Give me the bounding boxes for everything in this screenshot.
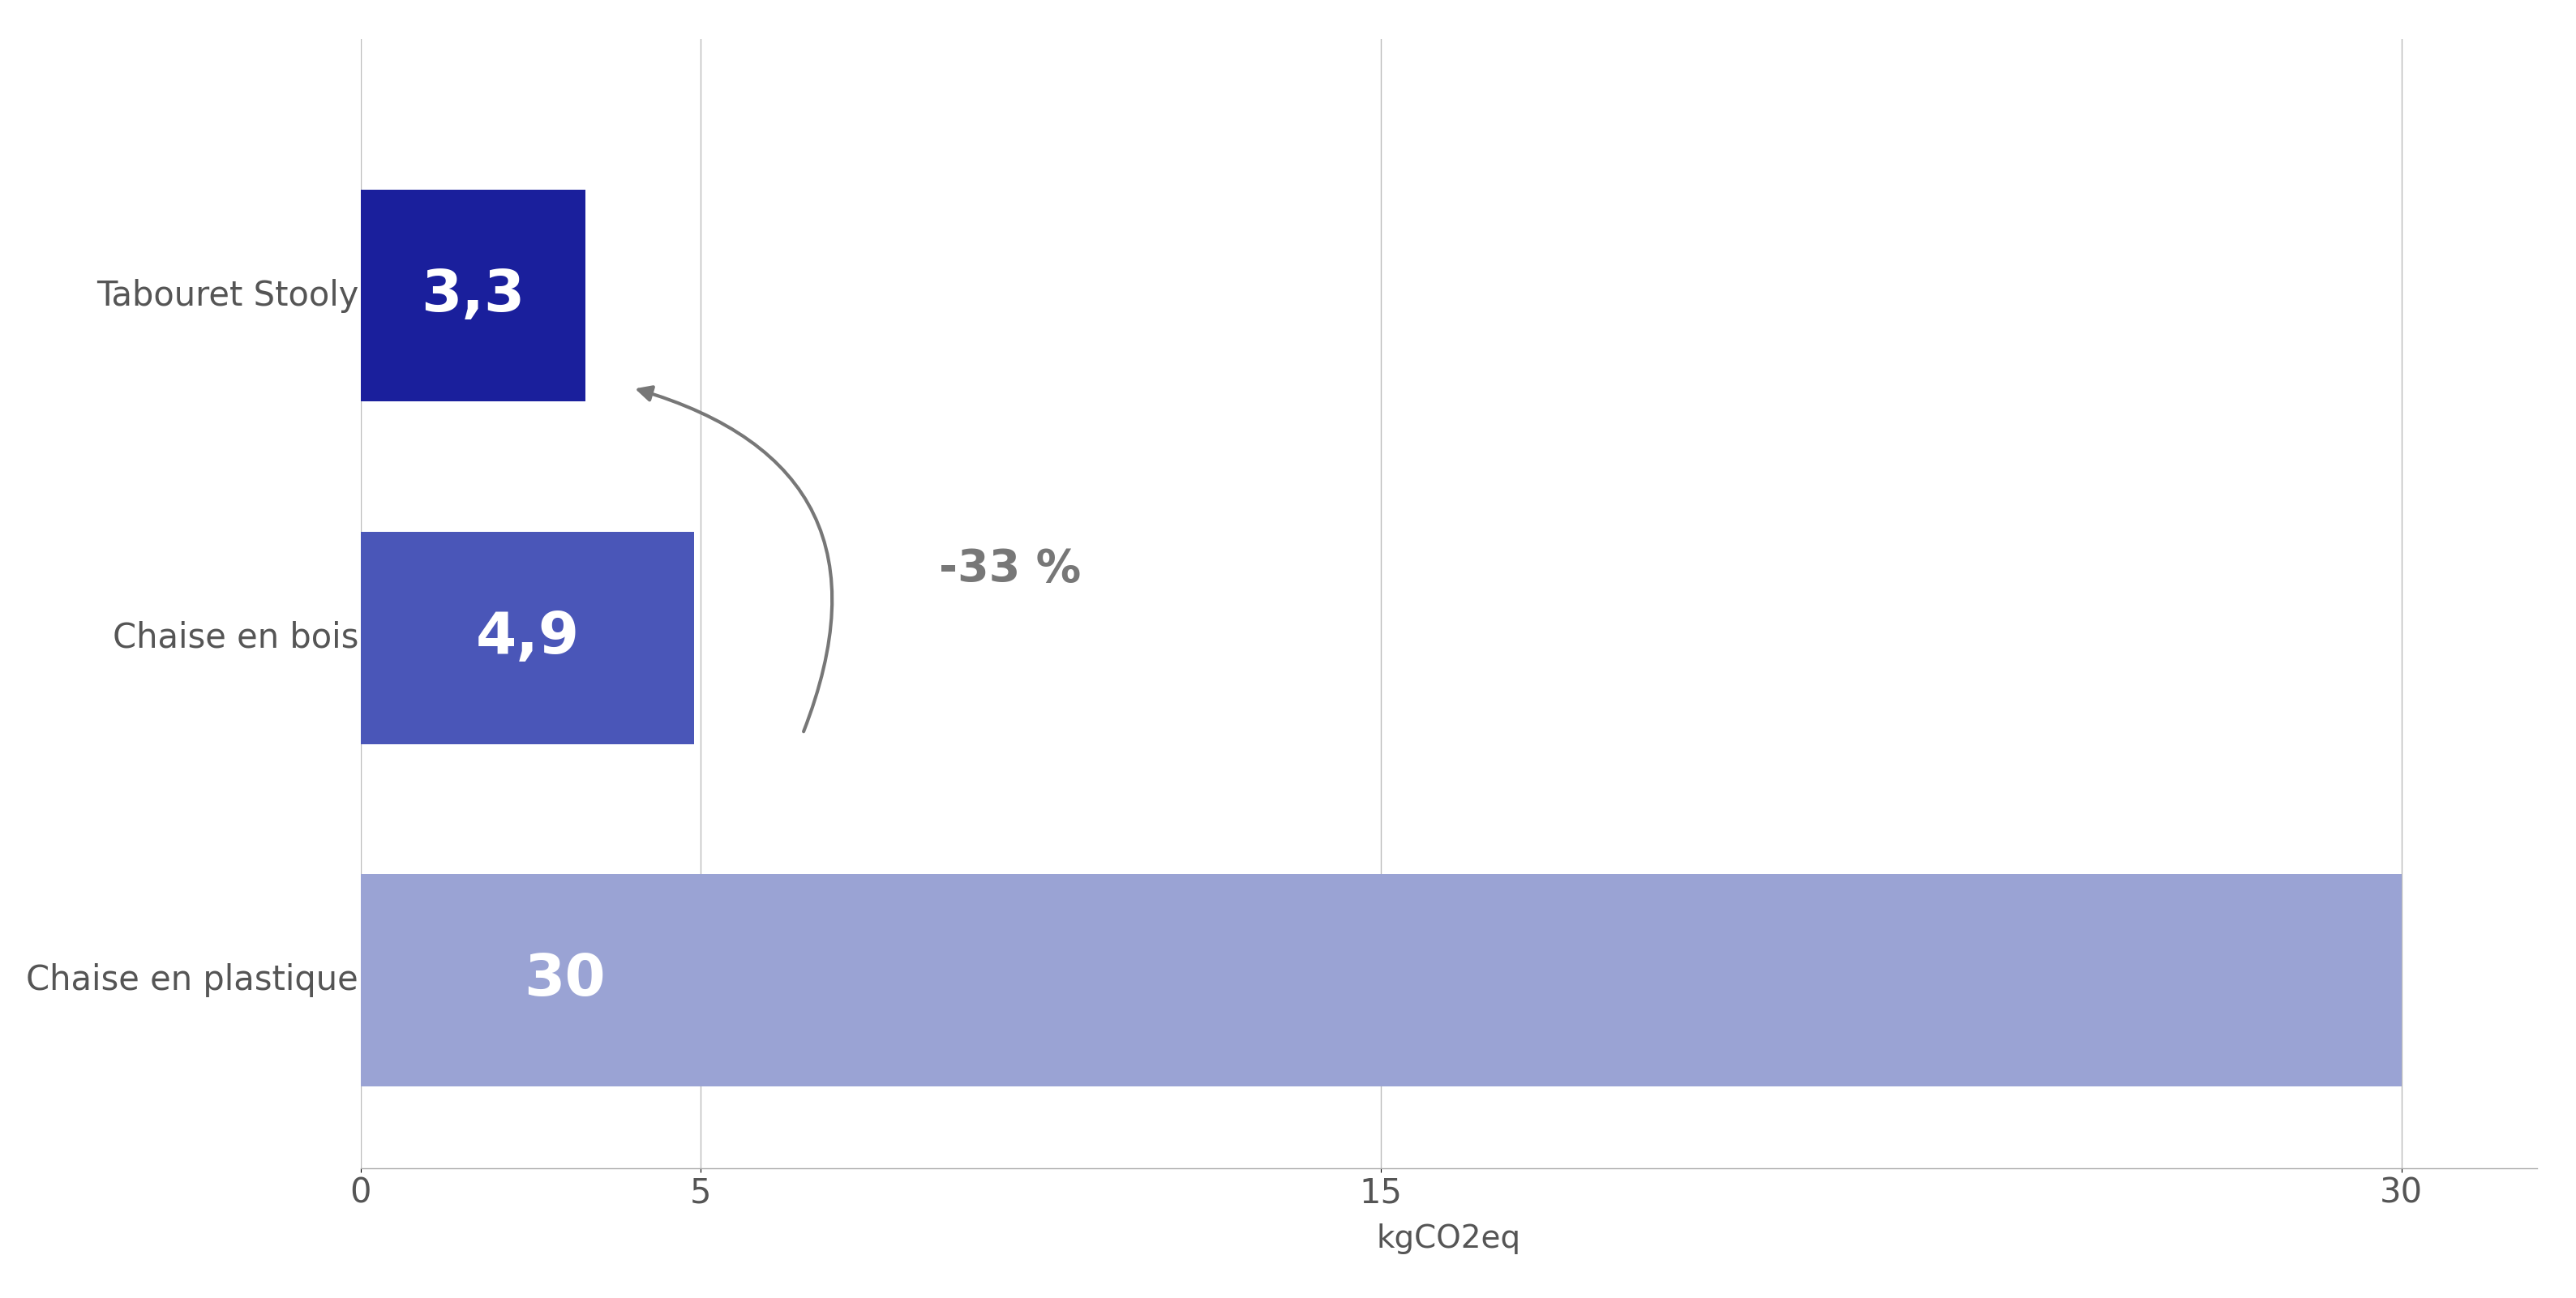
Text: Chaise en bois: Chaise en bois (113, 620, 358, 654)
Text: 4,9: 4,9 (477, 610, 580, 666)
Bar (361, 190, 585, 401)
FancyArrowPatch shape (639, 387, 832, 732)
Bar (361, 874, 2401, 1086)
Text: 30: 30 (523, 951, 605, 1009)
Text: Chaise en plastique: Chaise en plastique (26, 963, 358, 997)
Bar (361, 532, 693, 744)
Text: 3,3: 3,3 (420, 267, 526, 323)
Text: Tabouret Stooly: Tabouret Stooly (95, 279, 358, 313)
X-axis label: kgCO2eq: kgCO2eq (1376, 1224, 1522, 1254)
Text: -33 %: -33 % (938, 548, 1082, 592)
